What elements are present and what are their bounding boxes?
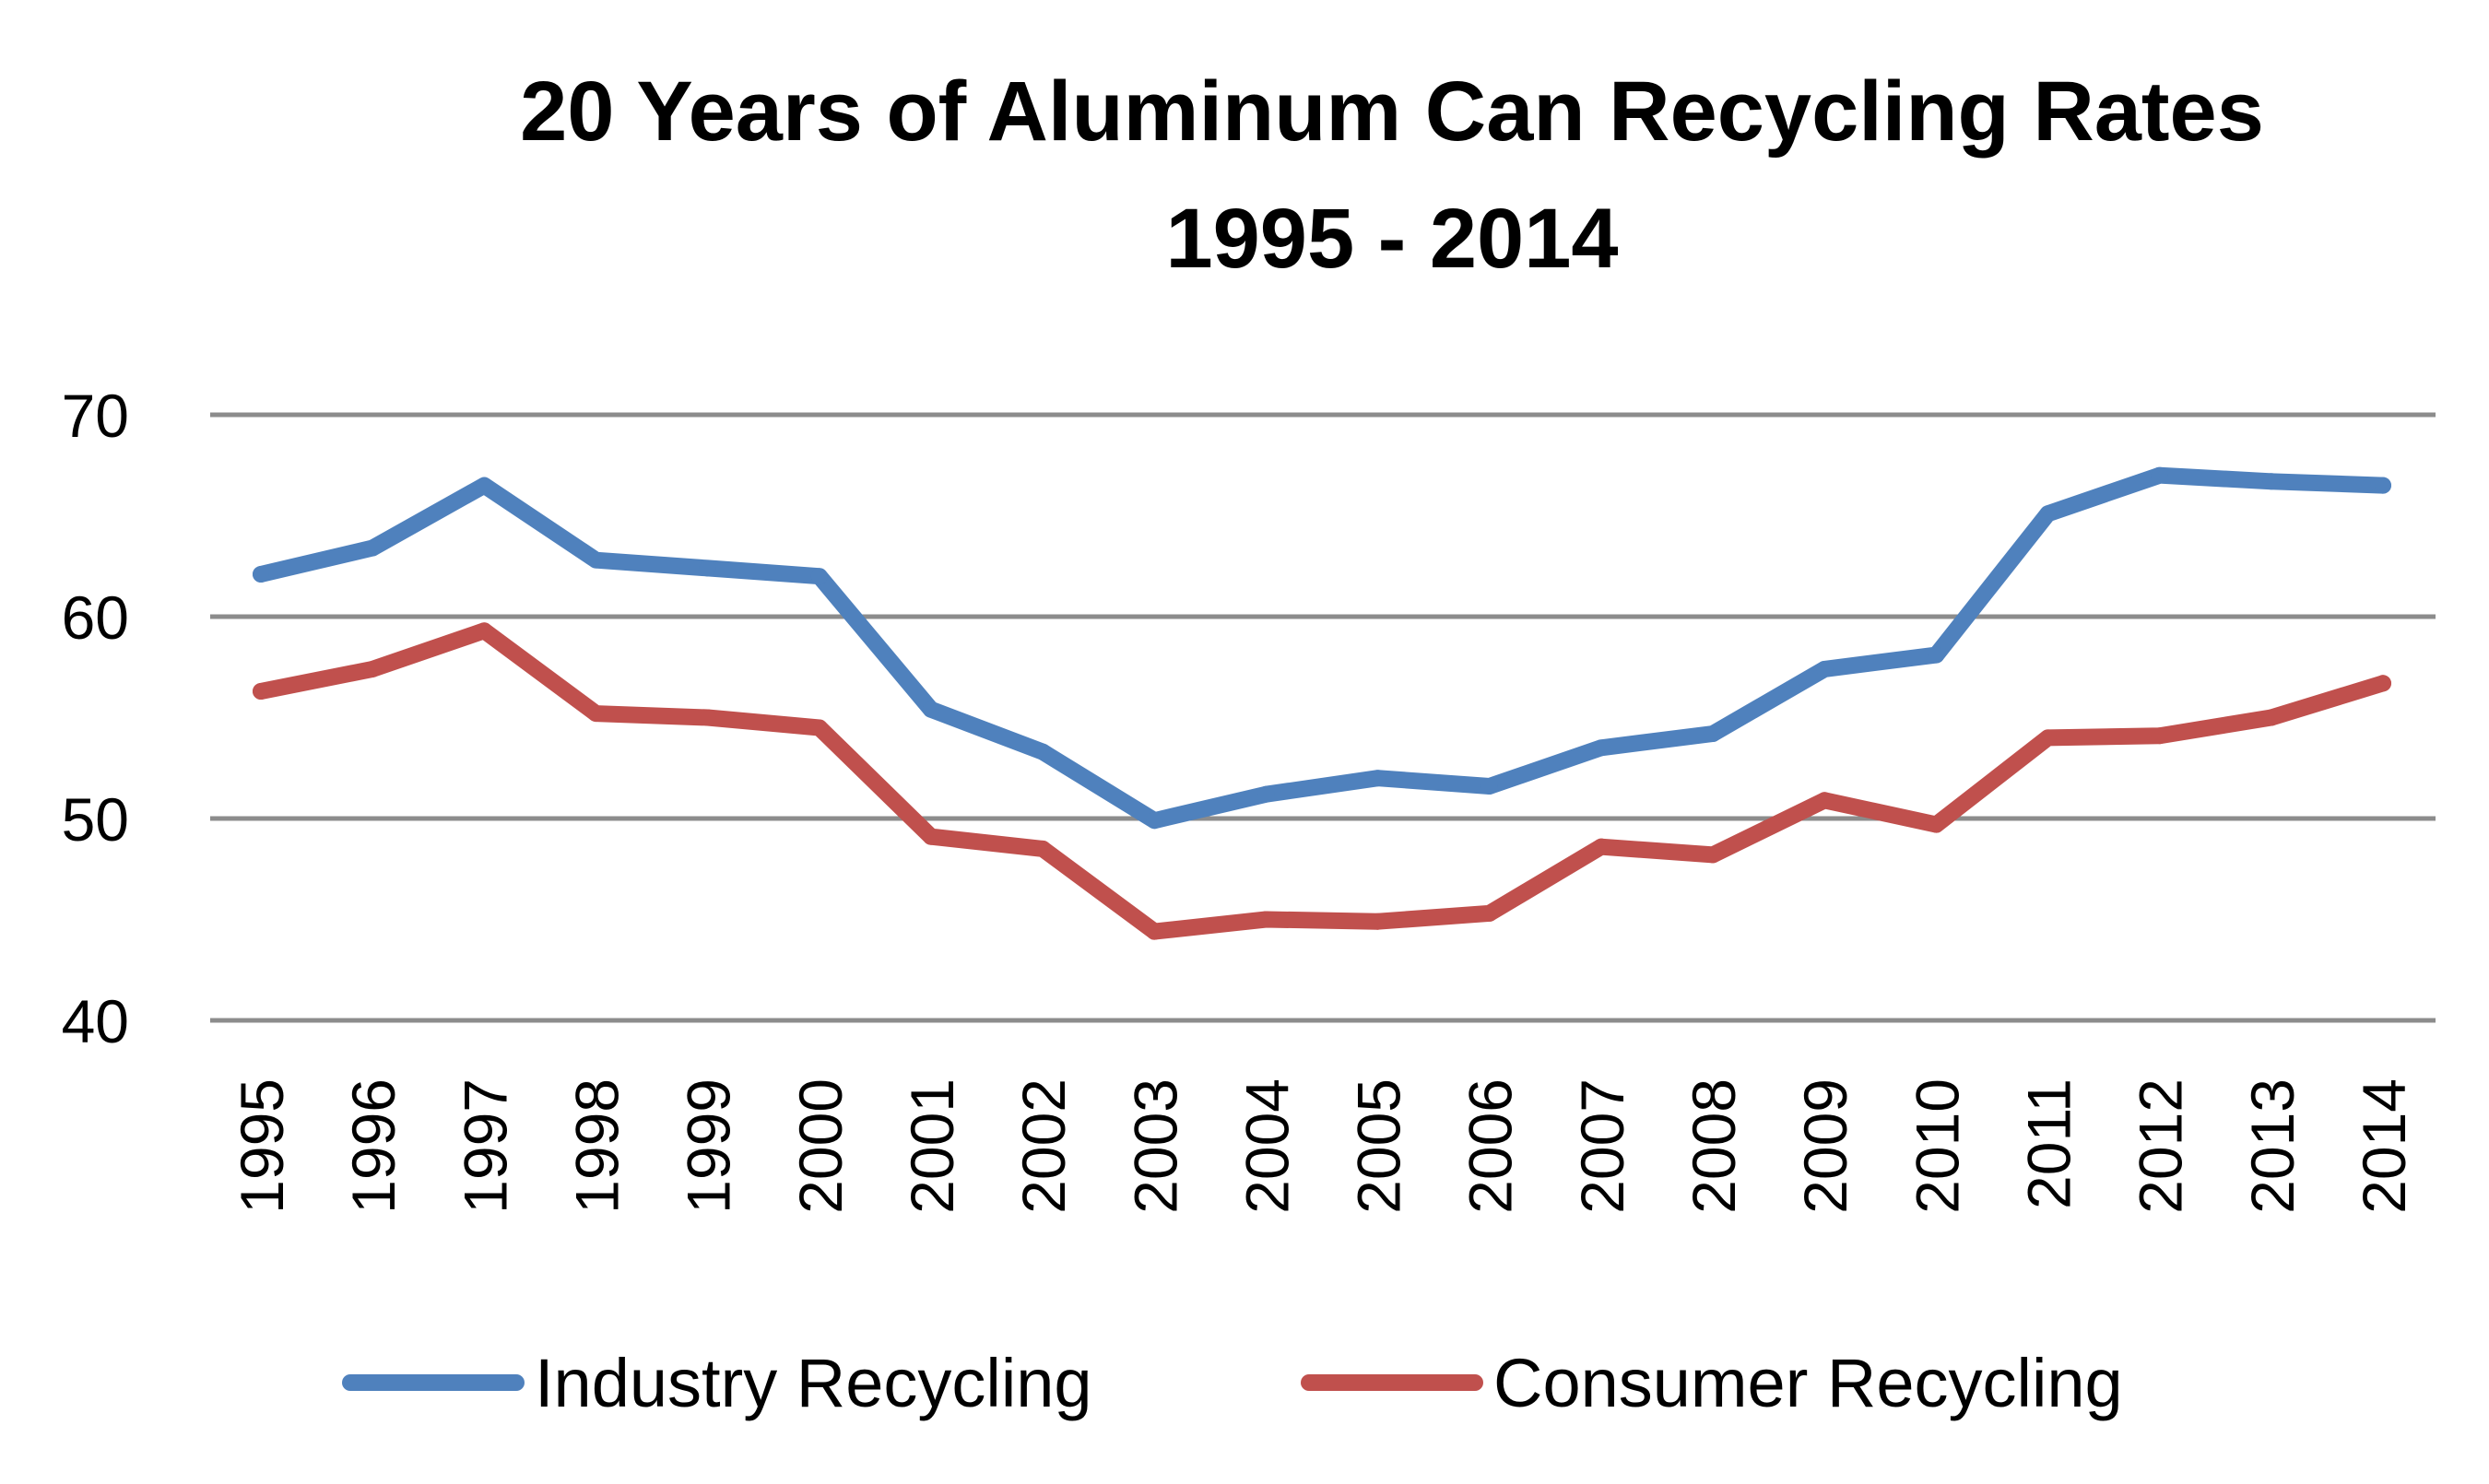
data-point [253,566,269,583]
x-axis-ticks: 1995 1996 1997 1998 1999 2000 2001 2002 2003 2004… [228,1078,2418,1214]
x-tick-label: 2011 [2015,1078,2083,1209]
y-tick-label: 40 [62,987,129,1055]
data-point [2375,477,2391,494]
y-tick-label: 60 [62,583,129,652]
data-point [1928,646,1945,664]
data-point [1816,660,1834,677]
x-tick-label: 2007 [1568,1078,1636,1214]
x-tick-label: 2012 [2127,1078,2195,1214]
data-point [587,551,605,569]
data-point [2262,709,2280,726]
y-tick-label: 70 [62,382,129,450]
x-tick-label: 2000 [786,1078,855,1214]
data-point [476,622,493,640]
x-tick-label: 1998 [562,1078,631,1214]
data-point [699,559,716,577]
x-tick-label: 2009 [1791,1078,1859,1214]
data-point [810,568,828,585]
data-point [2151,727,2168,745]
data-point [1034,743,1052,760]
data-point [1257,911,1275,928]
legend-label-1: Consumer Recycling [1493,1345,2123,1421]
data-point [364,660,382,677]
data-point [1146,812,1163,830]
data-point [1705,725,1722,743]
y-axis-ticks: 40 50 60 70 [62,382,129,1055]
series-line-0 [253,466,2391,830]
y-tick-label: 50 [62,785,129,854]
legend-label-0: Industry Recycling [535,1345,1092,1421]
x-tick-label: 2002 [1009,1078,1078,1214]
x-tick-label: 1997 [451,1078,519,1214]
x-tick-label: 2014 [2350,1078,2418,1214]
data-point [1592,739,1610,757]
data-point [1480,777,1498,795]
data-point [364,539,382,557]
data-point [1480,904,1498,922]
x-tick-label: 2006 [1457,1078,1525,1214]
data-point [922,828,939,845]
data-point [1705,846,1722,864]
data-point [1592,838,1610,855]
series-line-1 [253,622,2391,940]
data-point [2262,473,2280,490]
data-point [699,709,716,726]
x-tick-label: 1999 [675,1078,743,1214]
x-tick-label: 2010 [1903,1078,1971,1214]
x-tick-label: 2004 [1233,1078,1301,1214]
data-point [2039,505,2057,523]
data-point [922,701,939,718]
x-tick-label: 2013 [2238,1078,2306,1214]
data-point [1257,785,1275,803]
x-tick-label: 2008 [1680,1078,1748,1214]
data-point [2039,729,2057,747]
x-tick-label: 1995 [228,1078,296,1214]
data-point [2375,675,2391,692]
data-point [2151,466,2168,484]
data-point [1816,792,1834,809]
data-point [587,705,605,723]
data-point [1369,913,1386,930]
data-point [810,719,828,736]
chart-title: 20 Years of Aluminum Can Recycling Rates [520,65,2264,159]
data-point [1146,923,1163,940]
data-point [1034,840,1052,857]
x-tick-label: 1996 [339,1078,407,1214]
series-lines [253,466,2391,940]
x-tick-label: 2005 [1345,1078,1413,1214]
chart-subtitle: 1995 - 2014 [1165,192,1618,286]
data-point [1369,770,1386,787]
legend: Industry Recycling Consumer Recycling [342,1345,2123,1421]
data-point [253,683,269,701]
x-tick-label: 2001 [898,1078,966,1214]
x-tick-label: 2003 [1121,1078,1189,1214]
data-point [476,477,493,494]
data-point [1928,816,1945,833]
grid [210,412,2436,1023]
